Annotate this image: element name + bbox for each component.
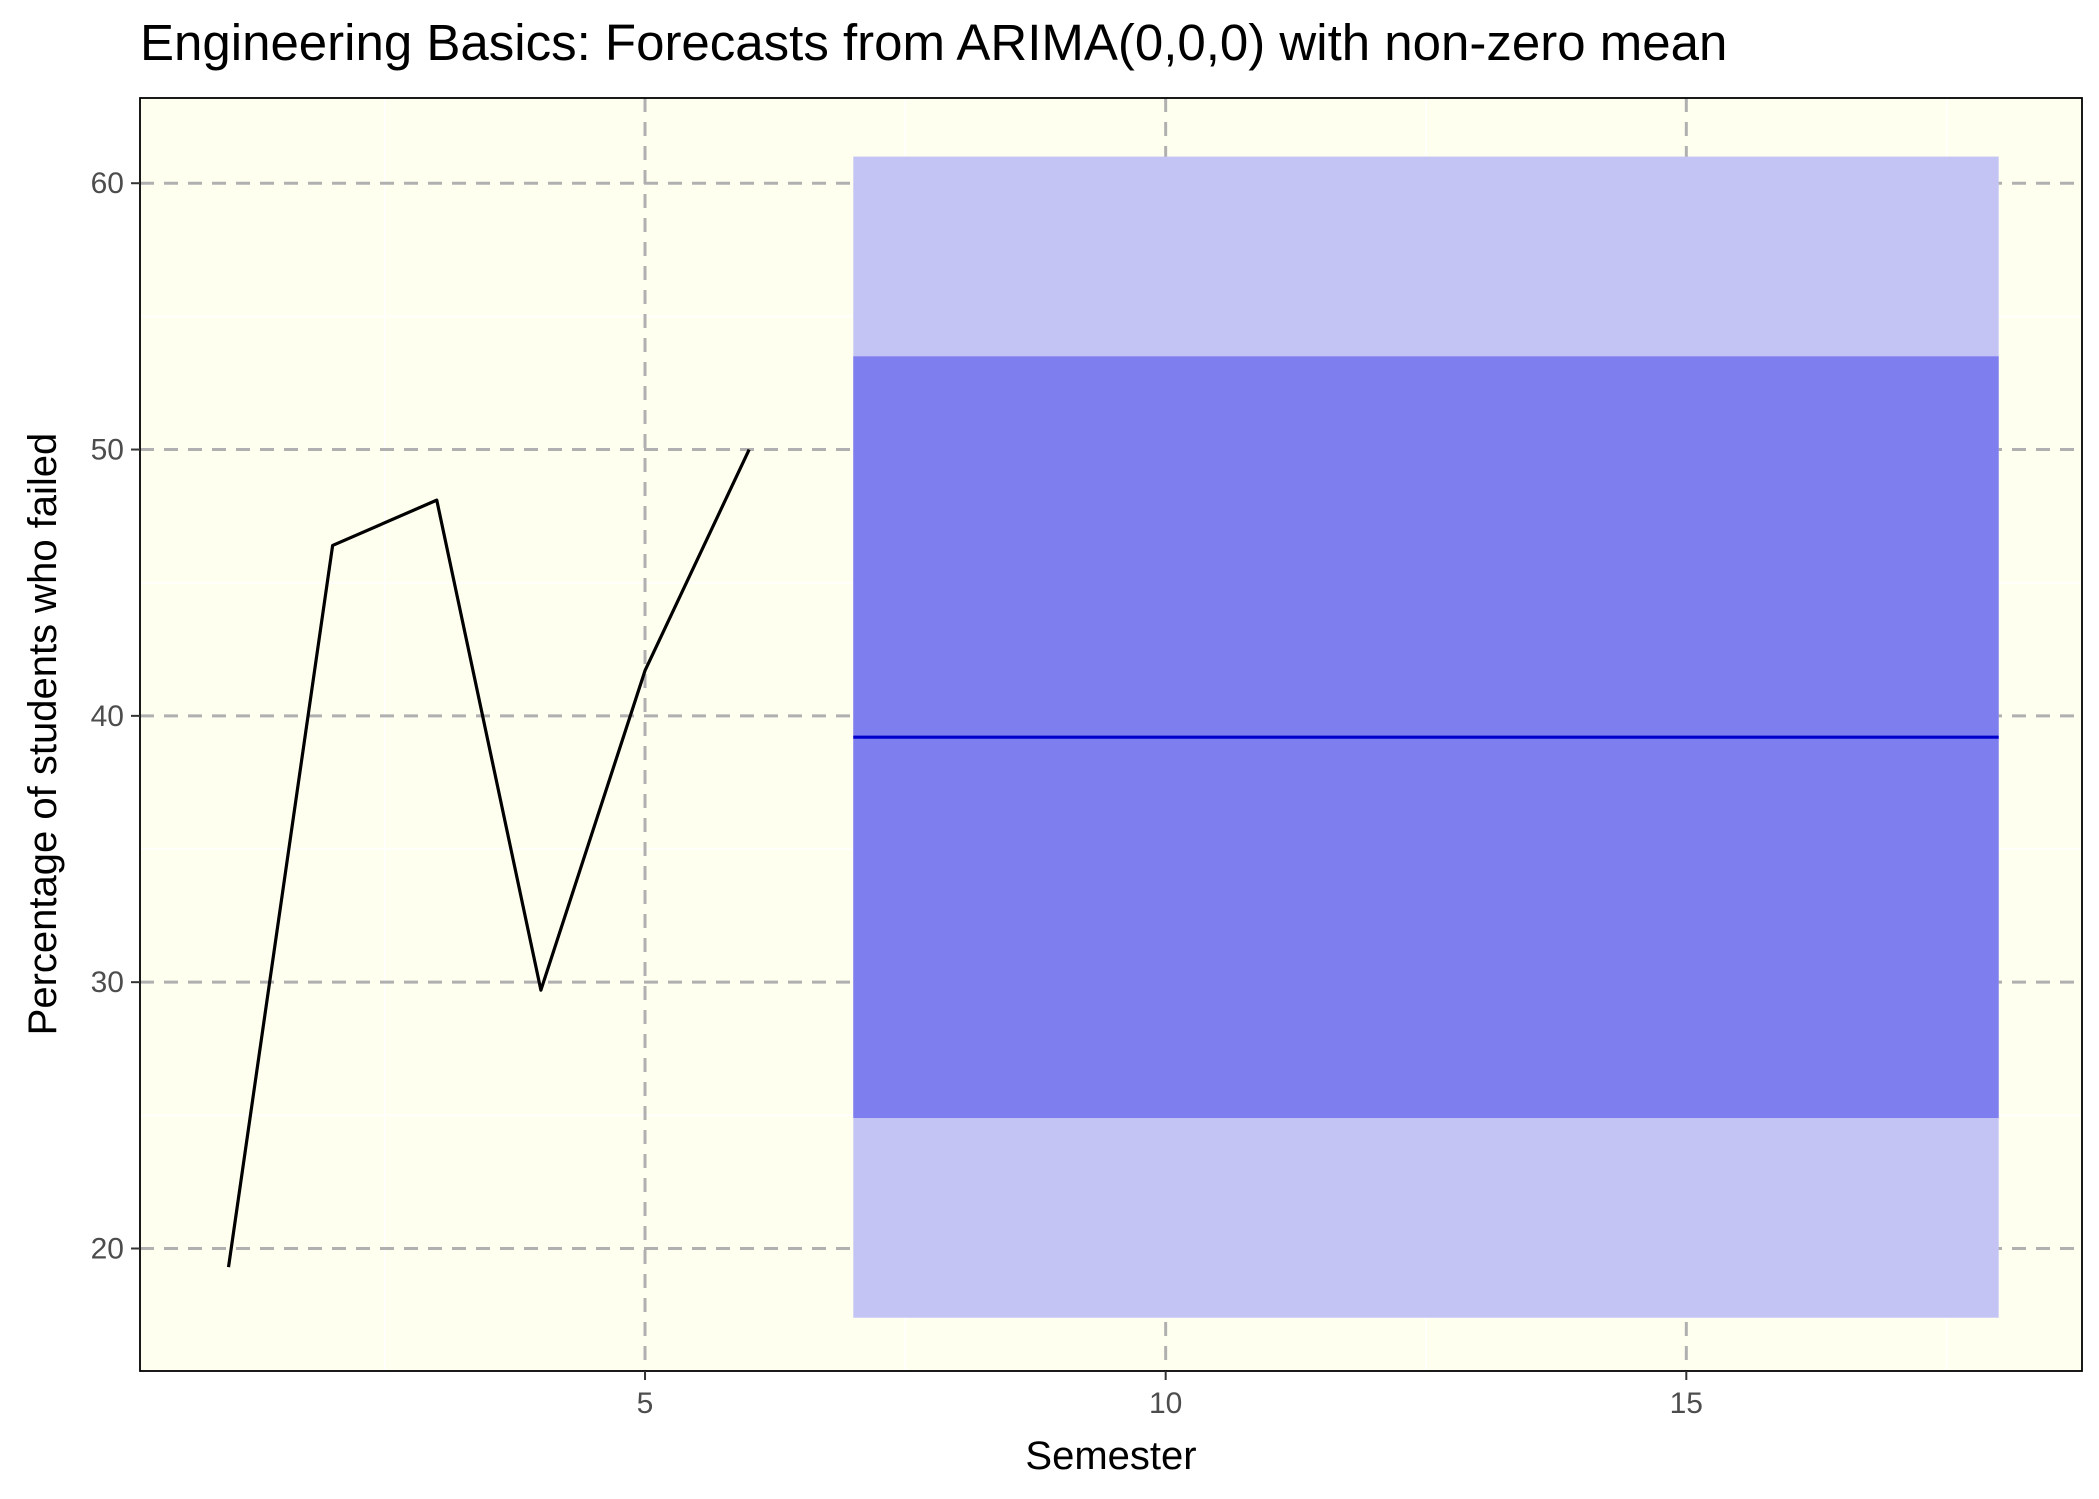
- y-tick-label: 40: [91, 700, 124, 733]
- chart-title: Engineering Basics: Forecasts from ARIMA…: [140, 14, 1727, 71]
- observed-line: [226, 448, 751, 1268]
- series-lines: [226, 448, 1999, 1268]
- x-tick-label: 10: [1149, 1387, 1182, 1420]
- x-tick-label: 15: [1670, 1387, 1703, 1420]
- y-tick-label: 50: [91, 434, 124, 467]
- plot-border: [139, 97, 2083, 1372]
- x-tick-label: 5: [637, 1387, 654, 1420]
- axis-ticks: [131, 182, 1688, 1380]
- y-axis-title: Percentage of students who failed: [21, 433, 65, 1036]
- y-tick-label: 60: [91, 167, 124, 200]
- y-tick-label: 30: [91, 966, 124, 999]
- tick-labels: 5 10 15 20 30 40 50 60: [91, 167, 1703, 1420]
- y-tick-label: 20: [91, 1232, 124, 1265]
- x-axis-title: Semester: [1025, 1434, 1196, 1478]
